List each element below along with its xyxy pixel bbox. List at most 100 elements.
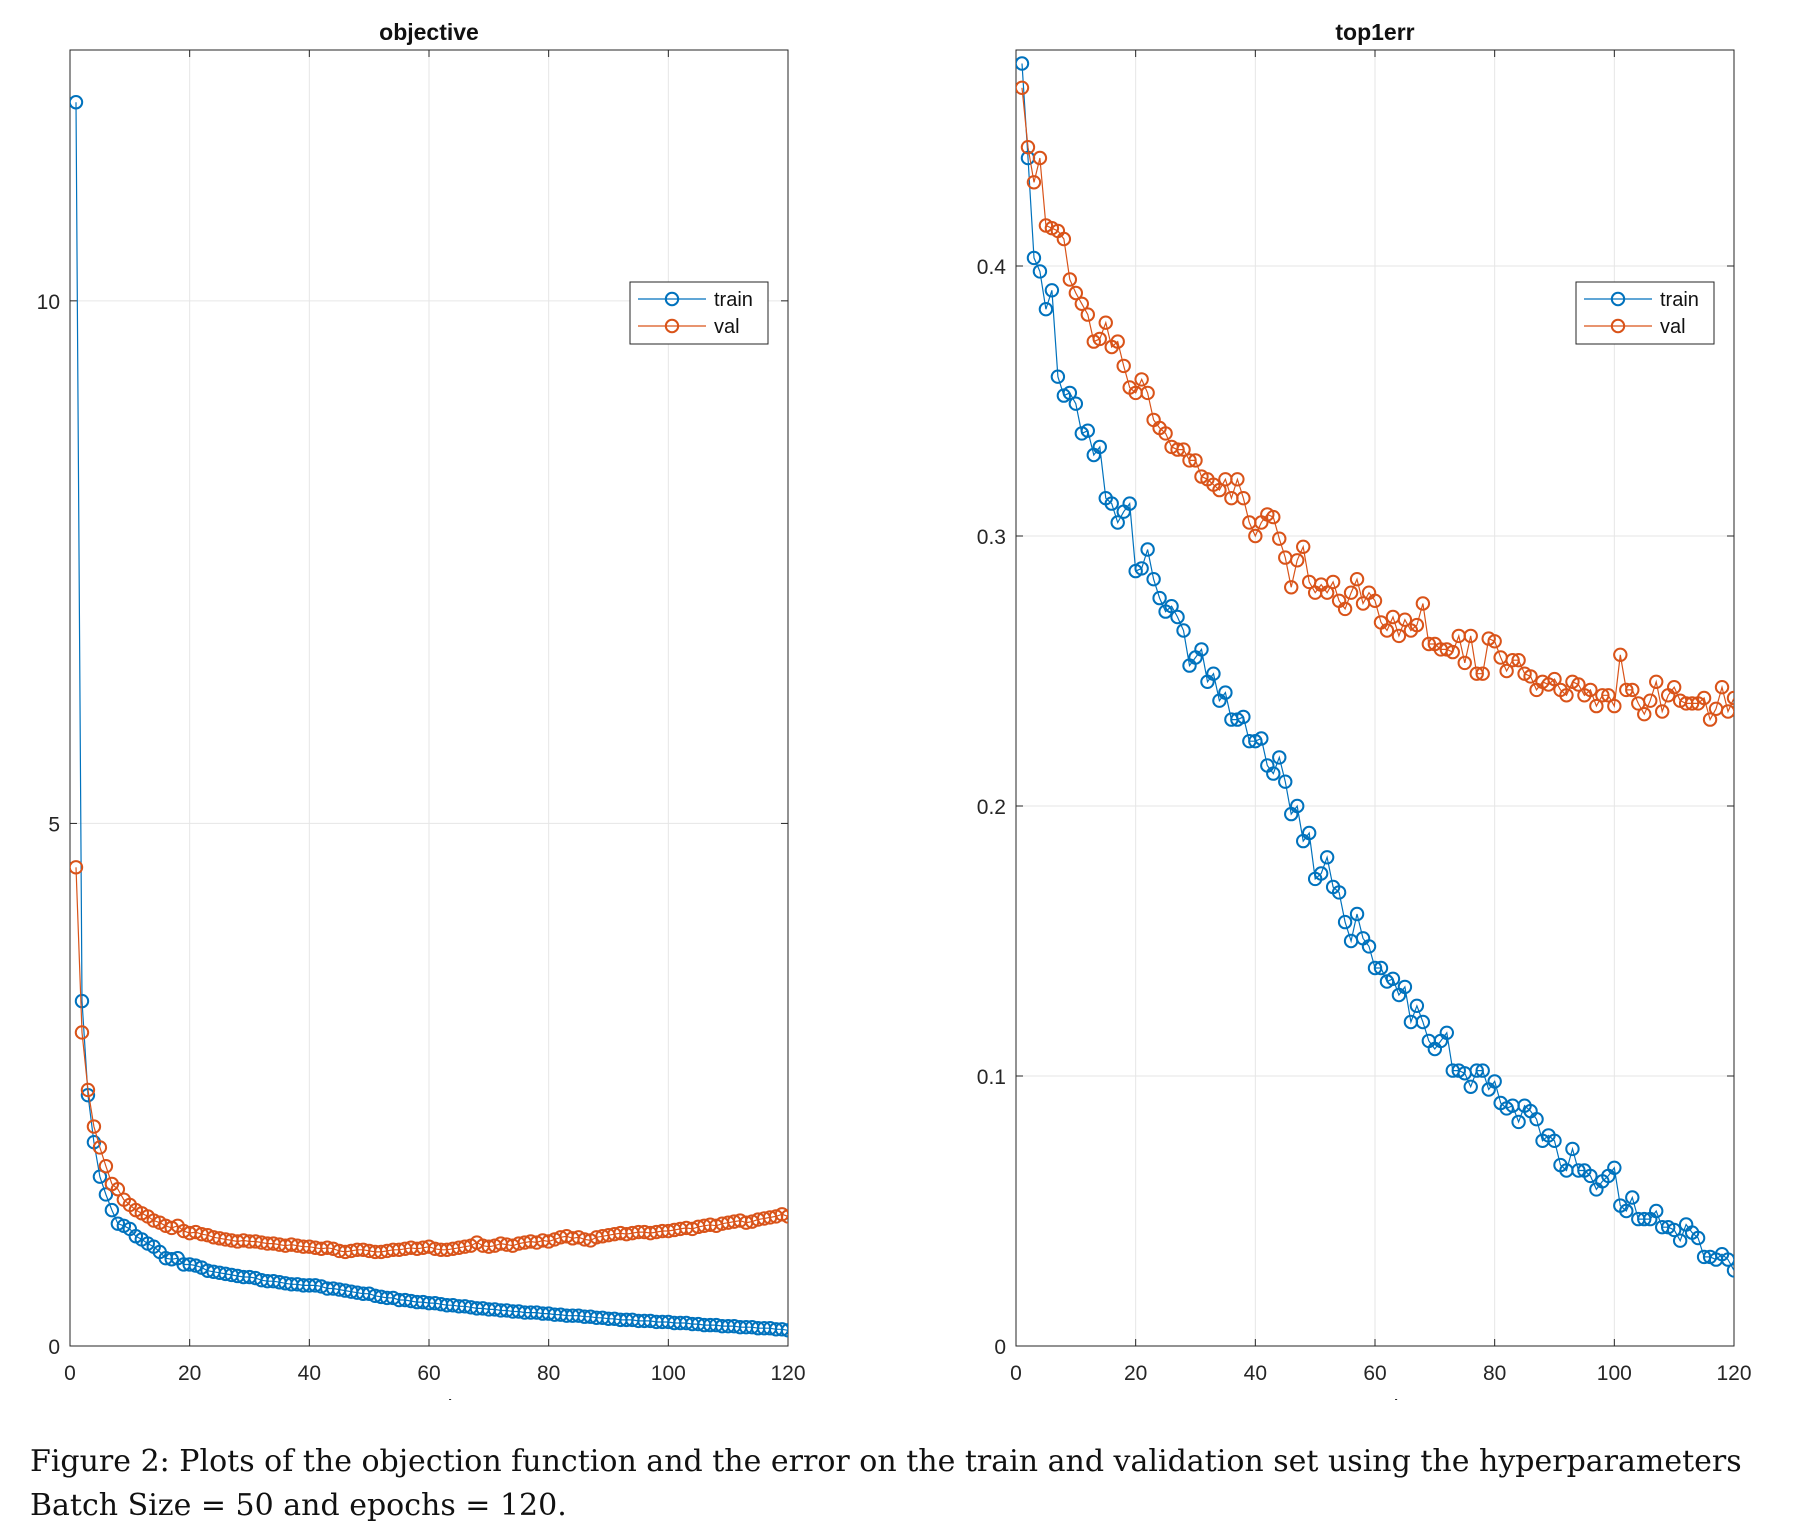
x-tick-label: 60 bbox=[417, 1362, 440, 1385]
data-point-train bbox=[1080, 423, 1096, 438]
data-point-val bbox=[1248, 528, 1263, 544]
data-point-val bbox=[70, 860, 84, 875]
data-point-val bbox=[1110, 334, 1125, 349]
data-point-train bbox=[1254, 731, 1269, 746]
data-point-train bbox=[1272, 750, 1287, 765]
data-point-val bbox=[1236, 491, 1251, 506]
data-point-val bbox=[1696, 690, 1712, 706]
chart-title: top1err bbox=[1335, 19, 1414, 45]
data-point-val bbox=[146, 1213, 161, 1228]
data-point-val bbox=[1016, 80, 1030, 95]
data-point-val bbox=[1158, 426, 1173, 441]
y-tick-label: 0.4 bbox=[977, 256, 1007, 279]
caption-line-1: Figure 2: Plots of the objection functio… bbox=[30, 1444, 1742, 1479]
data-point-train bbox=[1487, 1074, 1502, 1089]
data-point-train bbox=[1140, 542, 1155, 557]
data-point-train bbox=[1337, 914, 1353, 930]
caption-line-2: Batch Size = 50 and epochs = 120. bbox=[30, 1488, 567, 1523]
data-point-val bbox=[1367, 593, 1383, 608]
data-point-train bbox=[1104, 496, 1119, 511]
data-point-train bbox=[1415, 1014, 1431, 1030]
y-tick-label: 0.2 bbox=[977, 796, 1006, 819]
data-point-val bbox=[1655, 704, 1670, 719]
y-tick-label: 5 bbox=[48, 813, 60, 836]
data-point-val bbox=[1397, 612, 1413, 627]
data-point-val bbox=[1319, 585, 1335, 600]
legend-marker-train bbox=[664, 291, 680, 307]
data-point-val bbox=[1409, 617, 1425, 633]
data-point-val bbox=[1714, 680, 1730, 695]
data-point-val bbox=[1026, 175, 1042, 190]
data-point-train bbox=[1463, 1079, 1478, 1095]
data-point-train bbox=[1110, 515, 1125, 530]
data-point-train bbox=[92, 1169, 108, 1184]
data-point-val bbox=[1391, 628, 1407, 644]
data-point-val bbox=[1020, 140, 1036, 155]
data-point-train bbox=[1625, 1190, 1640, 1205]
legend-label-val: val bbox=[1660, 316, 1686, 338]
series-val bbox=[1016, 80, 1734, 727]
data-point-train bbox=[1672, 1233, 1688, 1248]
chart-title: objective bbox=[379, 19, 479, 45]
data-point-train bbox=[1666, 1222, 1682, 1238]
data-point-train bbox=[1278, 774, 1293, 789]
series-train bbox=[70, 95, 788, 1338]
legend-label-train: train bbox=[714, 289, 753, 311]
data-point-val bbox=[1032, 150, 1048, 166]
data-point-val bbox=[1583, 682, 1598, 698]
data-point-val bbox=[1702, 712, 1718, 727]
legend: train val bbox=[629, 281, 769, 345]
data-point-val bbox=[1325, 574, 1341, 590]
data-point-val bbox=[1290, 553, 1305, 568]
data-point-train bbox=[1218, 685, 1233, 700]
data-point-val bbox=[1523, 669, 1538, 684]
data-point-train bbox=[1206, 666, 1221, 681]
data-point-train bbox=[1146, 572, 1161, 587]
data-point-val bbox=[1684, 696, 1700, 711]
data-point-train bbox=[1409, 998, 1425, 1013]
legend-box bbox=[1575, 281, 1715, 345]
data-point-val bbox=[74, 1025, 90, 1040]
data-point-val bbox=[1068, 285, 1084, 301]
data-point-train bbox=[1122, 496, 1137, 511]
data-point-val bbox=[1505, 653, 1520, 668]
x-tick-label: 20 bbox=[1124, 1362, 1147, 1385]
data-point-train bbox=[188, 1258, 203, 1273]
data-point-val bbox=[1421, 636, 1437, 652]
data-point-train bbox=[1038, 302, 1054, 317]
figure-caption: Figure 2: Plots of the objection functio… bbox=[30, 1440, 1780, 1528]
data-point-val bbox=[98, 1159, 114, 1174]
data-point-val bbox=[1212, 482, 1227, 498]
data-point-val bbox=[1457, 655, 1472, 671]
data-point-train bbox=[1313, 866, 1329, 881]
legend-box bbox=[629, 281, 769, 345]
x-tick-label: 40 bbox=[1244, 1362, 1267, 1385]
data-point-train bbox=[1475, 1063, 1490, 1078]
data-point-val bbox=[1134, 372, 1149, 387]
chart-top1err: 0 20 40 60 80 100 120 0 0.1 0.2 0.3 0.4 top1err epoch… bbox=[977, 19, 1752, 1400]
data-point-train bbox=[1194, 642, 1209, 657]
x-axis-label: epoch bbox=[398, 1395, 461, 1400]
x-tick-label: 80 bbox=[1483, 1362, 1506, 1385]
data-point-train bbox=[1016, 56, 1030, 71]
data-point-val bbox=[1266, 509, 1281, 525]
data-point-val bbox=[1343, 585, 1359, 600]
data-point-train bbox=[1529, 1112, 1544, 1127]
data-point-train bbox=[1266, 766, 1281, 781]
data-point-train bbox=[164, 1252, 179, 1267]
data-point-val bbox=[1116, 358, 1131, 374]
data-point-train bbox=[1720, 1252, 1734, 1267]
data-point-val bbox=[1092, 331, 1107, 347]
data-point-val bbox=[774, 1207, 788, 1222]
data-point-train bbox=[110, 1216, 126, 1231]
data-point-train bbox=[1511, 1114, 1526, 1130]
data-point-train bbox=[1637, 1211, 1652, 1227]
data-point-val bbox=[1080, 307, 1096, 322]
data-point-train bbox=[1726, 1263, 1734, 1278]
legend-marker-val bbox=[664, 318, 680, 334]
data-point-val bbox=[1056, 231, 1072, 247]
data-point-train bbox=[70, 95, 84, 110]
data-point-val bbox=[1619, 682, 1634, 698]
data-point-train bbox=[1068, 396, 1084, 411]
data-point-train bbox=[1690, 1230, 1706, 1246]
